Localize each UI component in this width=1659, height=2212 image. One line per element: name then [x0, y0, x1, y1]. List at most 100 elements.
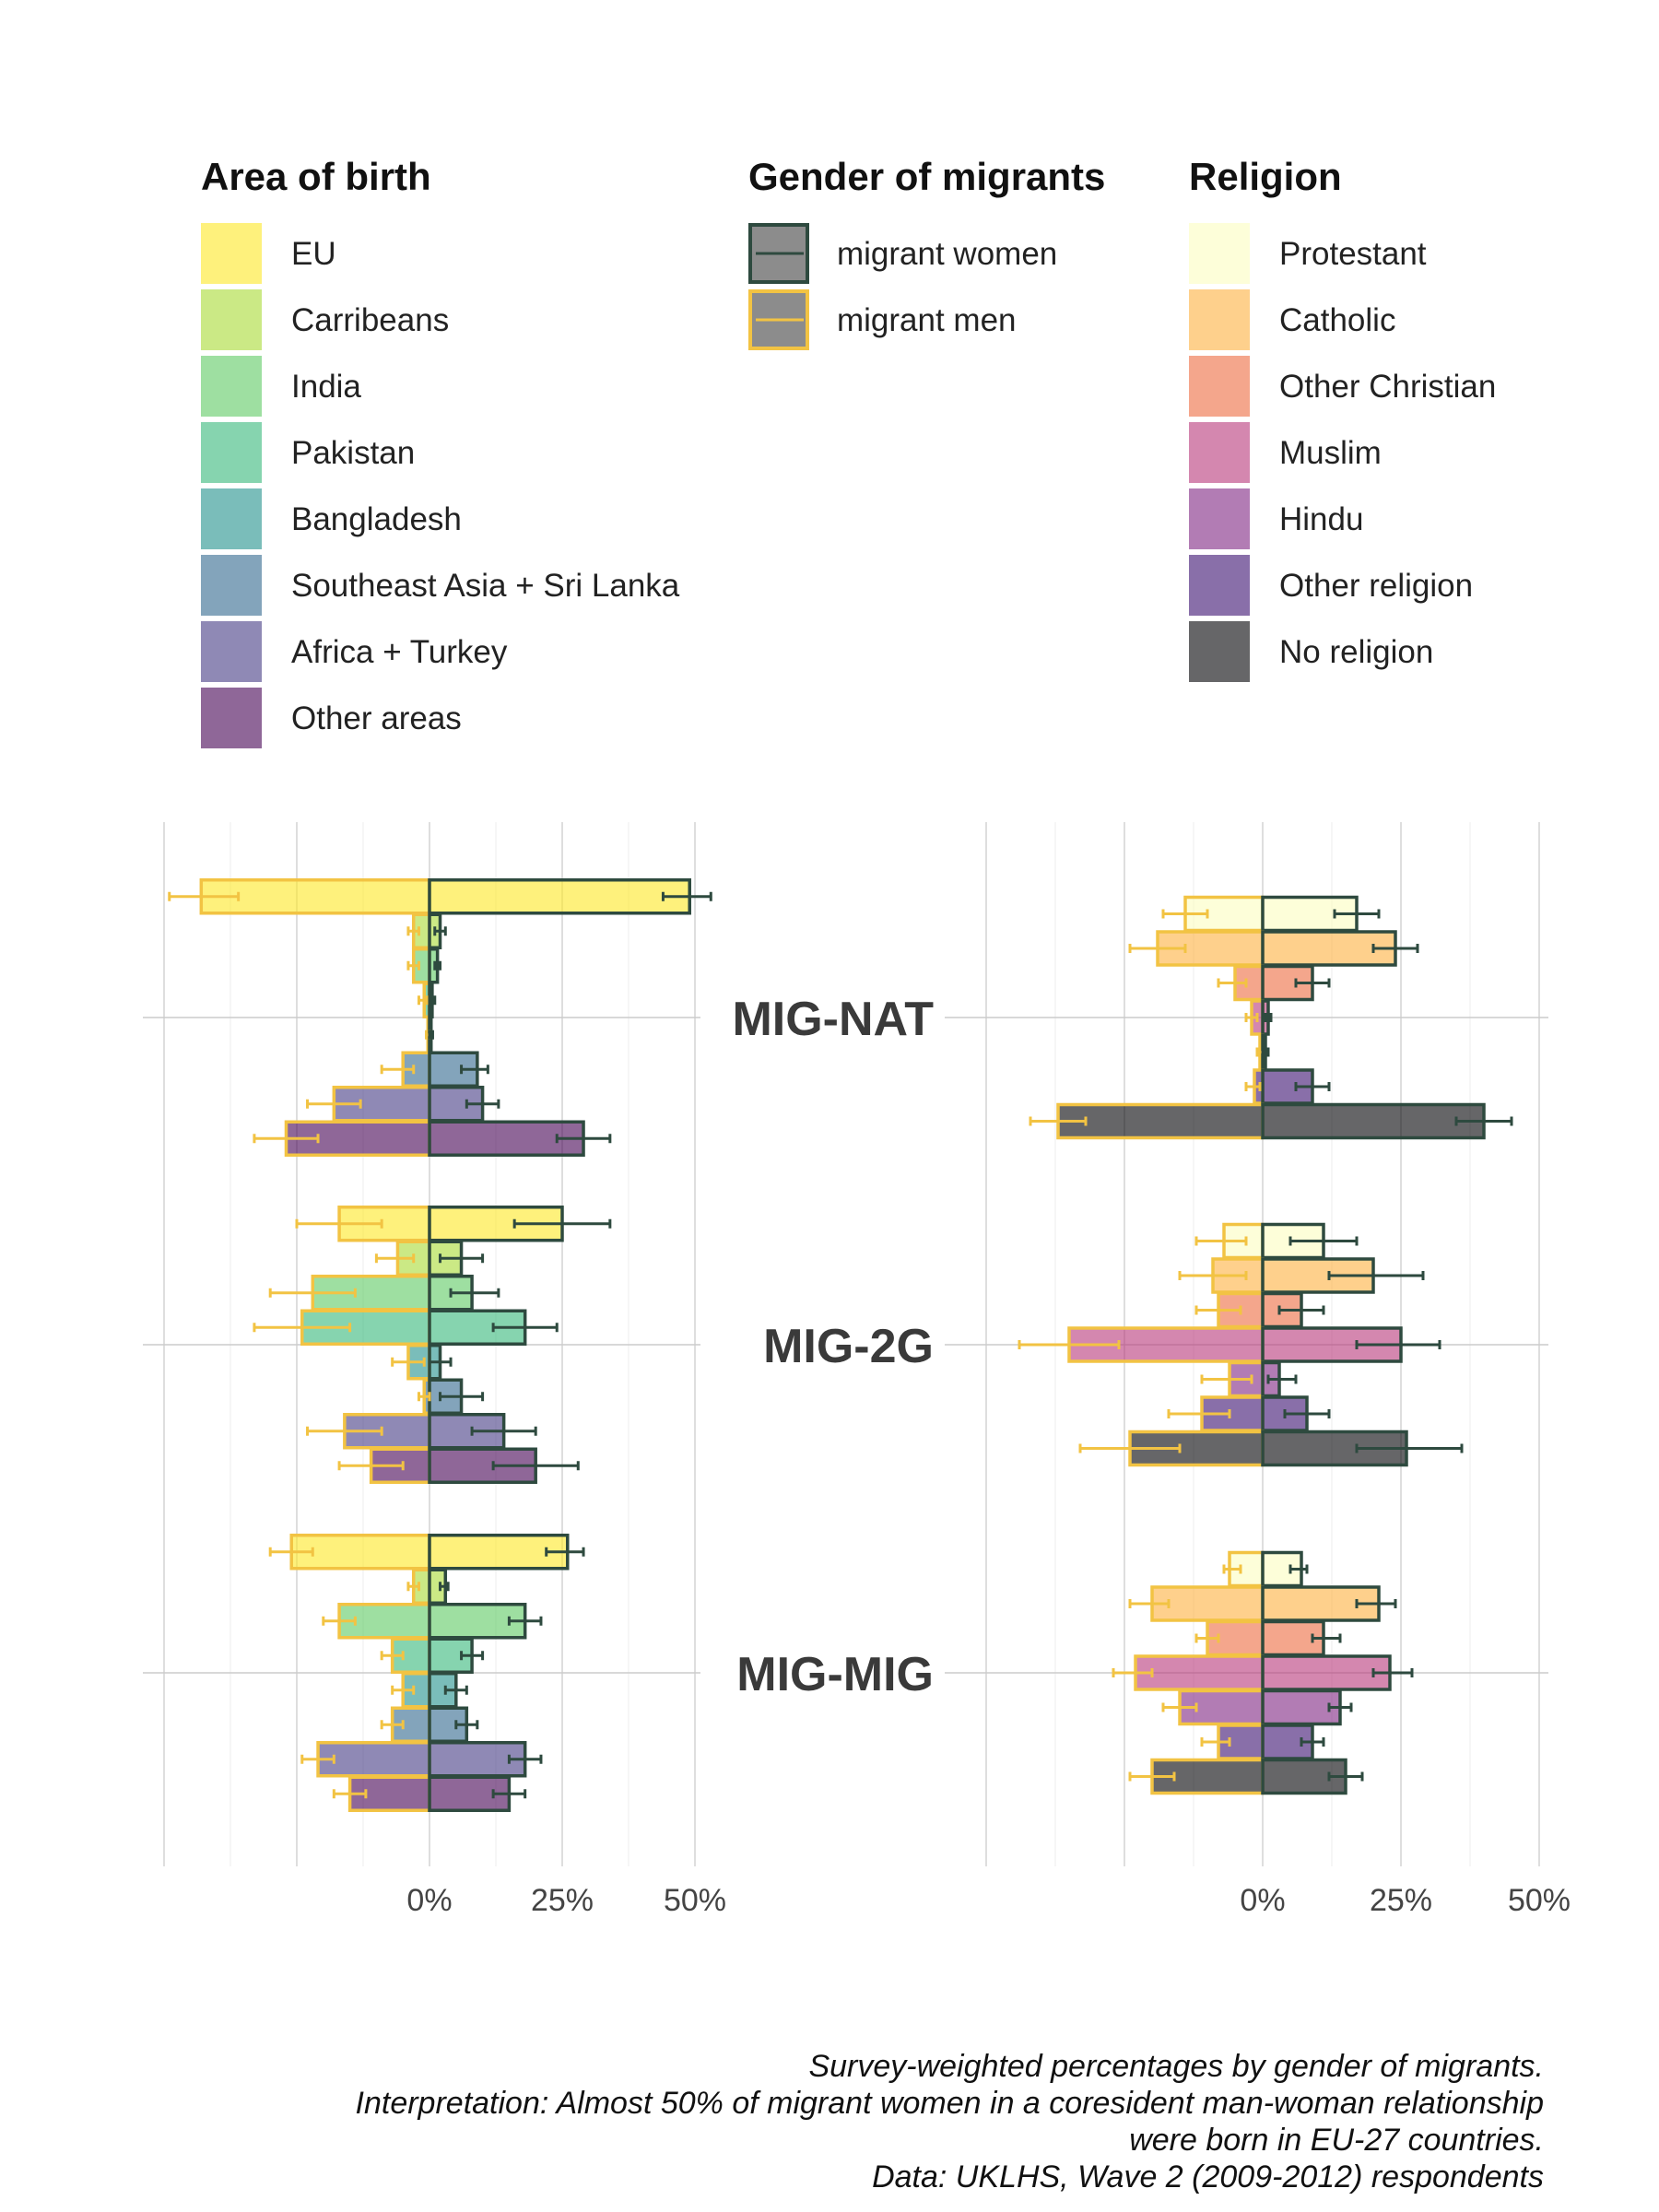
- legend-swatch-other-religion: [1189, 555, 1250, 616]
- errorbar-men-muslim: [1112, 1668, 1154, 1677]
- bar-women-no-religion: [1261, 1102, 1486, 1140]
- errorbar-women-other-areas: [491, 1789, 527, 1799]
- legend-label-bangladesh: Bangladesh: [291, 501, 462, 537]
- bar-women-eu: [428, 1534, 570, 1571]
- errorbar-men-carribeans: [406, 926, 420, 936]
- errorbar-men-muslim: [1244, 1013, 1259, 1022]
- legend-title-religion: Religion: [1189, 155, 1342, 198]
- errorbar-women-catholic: [1327, 1271, 1425, 1280]
- errorbar-women-muslim: [1371, 1668, 1414, 1677]
- errorbar-women-other-religion: [1283, 1409, 1331, 1418]
- legend-group: Area of birth EU Carribeans India Pakistan Ba…: [201, 155, 1496, 748]
- panel-area: 0% 25% 50%: [143, 822, 726, 1918]
- legend-label-pakistan: Pakistan: [291, 435, 415, 471]
- legend-swatch-protestant: [1189, 223, 1250, 284]
- errorbar-women-bangladesh: [428, 1357, 453, 1367]
- errorbar-women-muslim: [1355, 1340, 1441, 1349]
- bar-men-no-religion: [1056, 1102, 1265, 1140]
- legend-label-migrant-women: migrant women: [837, 236, 1057, 272]
- errorbar-women-other-religion: [1300, 1737, 1325, 1747]
- errorbar-women-hindu: [1327, 1702, 1353, 1712]
- errorbar-women-no-religion: [1327, 1771, 1364, 1782]
- legend-label-hindu: Hindu: [1279, 501, 1363, 537]
- errorbar-women-india: [433, 960, 442, 971]
- legend-swatch-carribeans: [201, 289, 262, 350]
- legend-label-carribeans: Carribeans: [291, 302, 449, 338]
- errorbar-women-catholic: [1355, 1599, 1397, 1608]
- errorbar-men-other-religion: [1244, 1082, 1262, 1091]
- errorbar-women-eu: [512, 1218, 612, 1229]
- caption-line-4: Data: UKLHS, Wave 2 (2009-2012) responde…: [872, 2159, 1544, 2194]
- errorbar-men-india: [406, 960, 420, 971]
- errorbar-men-eu: [295, 1218, 383, 1229]
- bar-men-catholic: [1156, 930, 1265, 967]
- legend-label-other-christian: Other Christian: [1279, 369, 1496, 405]
- errorbar-men-muslim: [1018, 1340, 1121, 1349]
- errorbar-women-southeast-asia-sri-lanka: [454, 1720, 479, 1730]
- caption-line-2: Interpretation: Almost 50% of migrant wo…: [356, 2086, 1544, 2121]
- errorbar-men-protestant: [1194, 1236, 1248, 1246]
- legend-label-no-religion: No religion: [1279, 634, 1433, 670]
- legend-label-eu: EU: [291, 236, 336, 272]
- errorbar-women-bangladesh: [443, 1685, 468, 1695]
- errorbar-men-other-religion: [1167, 1409, 1231, 1418]
- errorbar-men-other-areas: [253, 1134, 320, 1144]
- legend-label-southeast-asia-sri-lanka: Southeast Asia + Sri Lanka: [291, 568, 680, 604]
- group-labels: MIG-NAT MIG-2G MIG-MIG: [712, 979, 942, 1712]
- bar-group-mig-nat-religion: [1029, 895, 1513, 1140]
- errorbar-women-muslim: [1264, 1013, 1273, 1022]
- errorbar-men-india: [268, 1288, 357, 1298]
- group-label-mig-2g: MIG-2G: [763, 1320, 934, 1373]
- legend-label-other-areas: Other areas: [291, 700, 462, 736]
- errorbar-women-africa-turkey: [465, 1099, 500, 1109]
- errorbar-women-africa-turkey: [470, 1426, 537, 1436]
- errorbar-women-protestant: [1333, 909, 1381, 919]
- errorbar-men-other-religion: [1200, 1737, 1231, 1747]
- legend-title-area: Area of birth: [201, 155, 431, 198]
- errorbar-men-protestant: [1161, 909, 1209, 919]
- errorbar-women-carribeans: [439, 1253, 485, 1264]
- errorbar-men-other-areas: [332, 1789, 368, 1799]
- legend-label-africa-turkey: Africa + Turkey: [291, 634, 508, 670]
- bar-men-hindu: [1178, 1688, 1265, 1726]
- group-label-mig-mig: MIG-MIG: [736, 1648, 934, 1701]
- errorbar-men-carribeans: [406, 1582, 420, 1592]
- bar-men-africa-turkey: [316, 1741, 431, 1778]
- errorbar-men-catholic: [1128, 944, 1187, 953]
- errorbar-women-no-religion: [1355, 1443, 1464, 1453]
- errorbar-men-southeast-asia-sri-lanka: [380, 1720, 405, 1730]
- errorbar-women-india: [507, 1616, 543, 1626]
- errorbar-women-southeast-asia-sri-lanka: [439, 1392, 485, 1402]
- group-label-mig-nat: MIG-NAT: [732, 993, 934, 1046]
- x-tick-label-area: 25%: [531, 1883, 594, 1918]
- errorbar-men-protestant: [1222, 1564, 1242, 1574]
- errorbar-men-no-religion: [1029, 1116, 1088, 1126]
- errorbar-men-india: [322, 1616, 357, 1626]
- legend-swatch-eu: [201, 223, 262, 284]
- legend-label-protestant: Protestant: [1279, 236, 1427, 272]
- x-tick-label-religion: 0%: [1240, 1883, 1285, 1918]
- errorbar-women-other-christian: [1277, 1305, 1325, 1315]
- legend-swatch-bangladesh: [201, 488, 262, 549]
- legend-swatch-other-christian: [1189, 356, 1250, 417]
- legend-swatch-no-religion: [1189, 621, 1250, 682]
- errorbar-men-no-religion: [1078, 1443, 1182, 1453]
- errorbar-women-india: [449, 1288, 500, 1298]
- panel-religion: 0% 25% 50%: [945, 822, 1571, 1918]
- errorbar-men-catholic: [1128, 1599, 1171, 1608]
- legend-swatch-other-areas: [201, 688, 262, 748]
- errorbar-women-other-areas: [491, 1461, 580, 1471]
- errorbar-men-other-christian: [1217, 978, 1248, 988]
- errorbar-men-pakistan: [417, 995, 429, 1006]
- errorbar-men-carribeans: [374, 1253, 416, 1264]
- legend-label-migrant-men: migrant men: [837, 302, 1017, 338]
- errorbar-women-other-christian: [1311, 1633, 1342, 1643]
- bar-group-mig-2g-religion: [1018, 1222, 1464, 1467]
- errorbar-women-no-religion: [1454, 1116, 1513, 1126]
- legend-swatch-southeast-asia-sri-lanka: [201, 555, 262, 616]
- errorbar-women-pakistan: [460, 1651, 485, 1661]
- errorbar-women-catholic: [1371, 944, 1419, 953]
- x-tick-label-religion: 25%: [1370, 1883, 1432, 1918]
- legend-swatch-india: [201, 356, 262, 417]
